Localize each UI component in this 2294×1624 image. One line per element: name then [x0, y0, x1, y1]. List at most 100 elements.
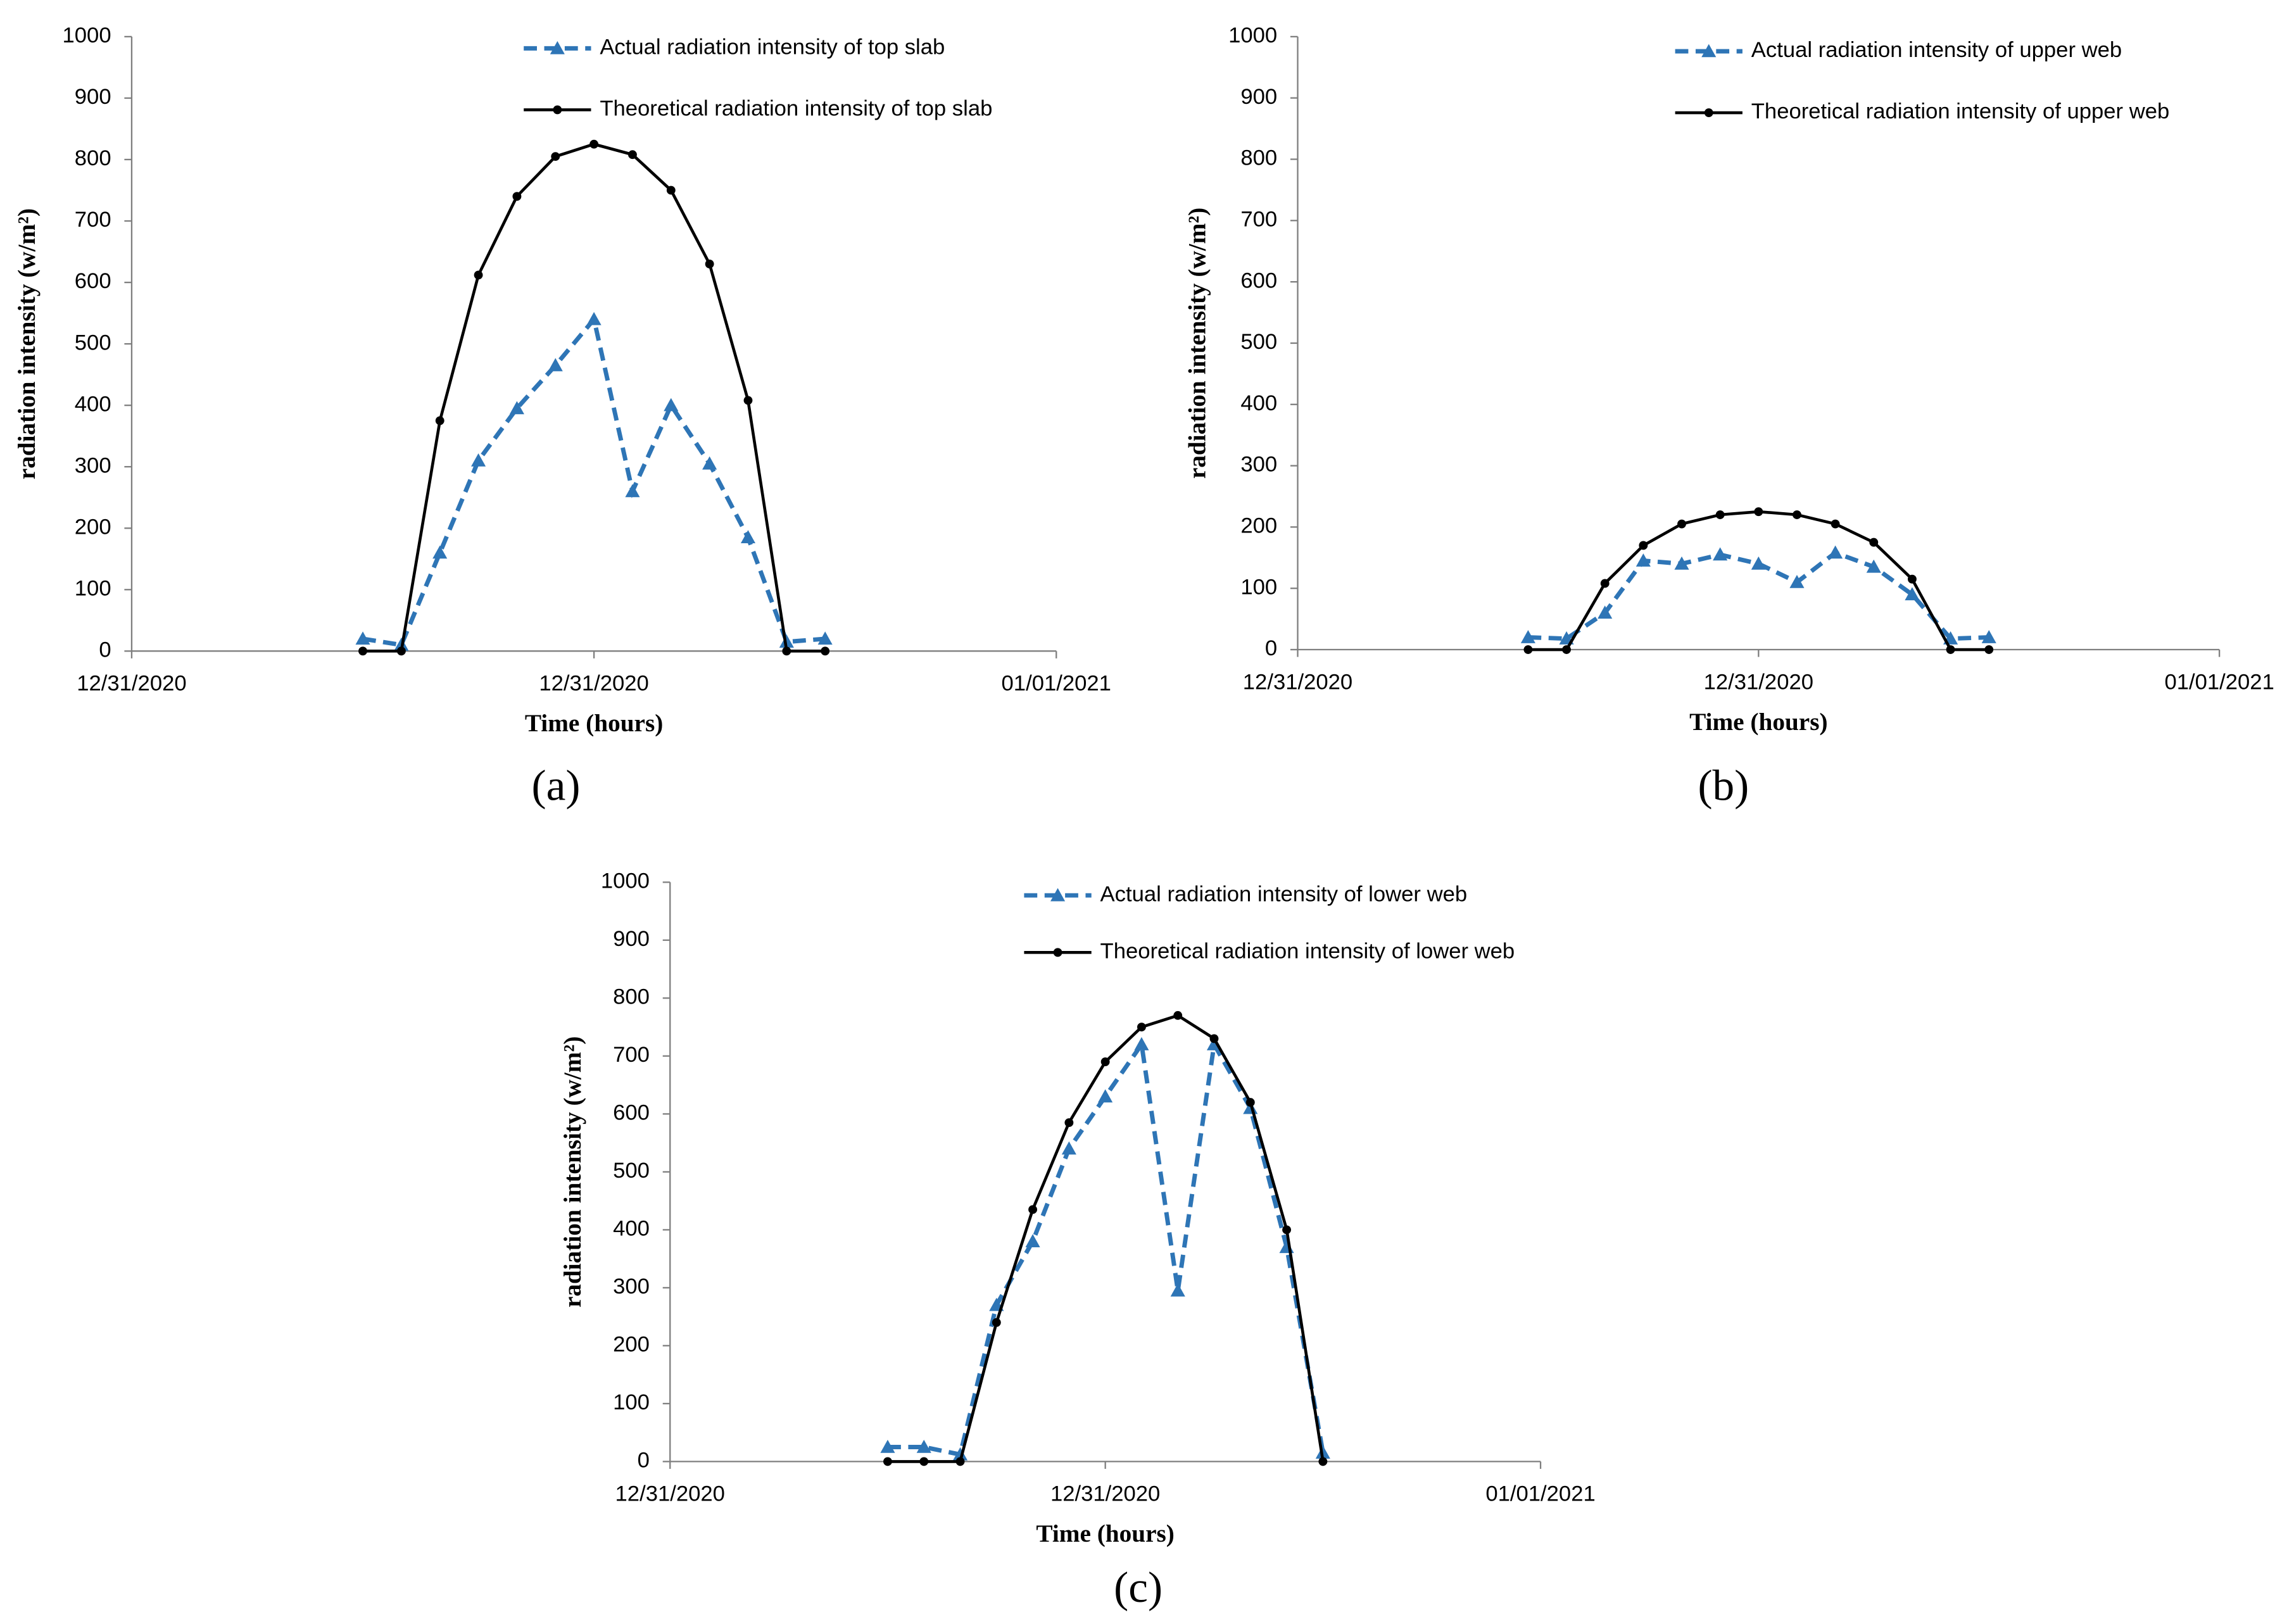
marker: [1173, 1010, 1183, 1020]
legend-marker: [550, 41, 565, 54]
legend-marker: [1704, 108, 1713, 117]
y-tick-label: 200: [75, 515, 111, 539]
y-axis-title: radiation intensity (w/m²): [1184, 208, 1211, 479]
marker: [880, 1439, 895, 1453]
x-tick-label: 01/01/2021: [1002, 672, 1111, 696]
marker: [1984, 645, 1994, 654]
marker: [586, 312, 602, 325]
y-tick-label: 100: [613, 1390, 650, 1414]
marker: [1025, 1234, 1040, 1247]
marker: [1100, 1057, 1110, 1066]
y-tick-label: 800: [1240, 146, 1277, 170]
marker: [589, 139, 599, 149]
y-tick-label: 300: [1240, 453, 1277, 477]
marker: [1866, 559, 1881, 573]
legend-marker: [1053, 948, 1062, 957]
marker: [1981, 630, 1996, 643]
y-tick-label: 1000: [63, 23, 111, 47]
y-tick-label: 400: [613, 1217, 650, 1241]
marker: [1793, 510, 1801, 519]
marker: [1098, 1089, 1113, 1103]
x-axis-title: Time (hours): [1036, 1520, 1175, 1547]
marker: [740, 530, 756, 544]
marker: [743, 396, 753, 405]
marker: [1905, 587, 1920, 601]
marker: [1754, 507, 1763, 517]
y-tick-label: 500: [1240, 330, 1277, 354]
marker: [474, 270, 483, 280]
marker: [705, 260, 714, 268]
marker: [821, 646, 830, 656]
marker: [1245, 1098, 1255, 1107]
panel-label: (a): [532, 761, 581, 810]
marker: [1209, 1034, 1219, 1043]
y-tick-label: 600: [75, 269, 111, 293]
x-tick-label: 12/31/2020: [615, 1482, 725, 1506]
marker: [664, 398, 679, 412]
legend-label: Actual radiation intensity of top slab: [600, 35, 945, 60]
marker: [1677, 519, 1686, 529]
marker: [1713, 547, 1728, 561]
y-axis-title: radiation intensity (w/m²): [13, 208, 41, 479]
marker: [952, 1447, 968, 1461]
marker: [1715, 510, 1725, 519]
marker: [1061, 1141, 1076, 1155]
marker: [817, 631, 833, 645]
y-tick-label: 600: [1240, 268, 1277, 293]
y-tick-label: 1000: [601, 869, 650, 893]
marker: [548, 358, 563, 372]
marker: [471, 453, 486, 467]
y-tick-label: 0: [1265, 636, 1277, 660]
marker: [1520, 630, 1535, 643]
marker: [628, 150, 637, 160]
marker: [1562, 645, 1571, 654]
marker: [702, 456, 717, 470]
marker: [916, 1439, 931, 1453]
legend-label: Theoretical radiation intensity of top s…: [600, 97, 992, 121]
y-tick-label: 700: [613, 1043, 650, 1067]
y-tick-label: 900: [1240, 85, 1277, 109]
marker: [1946, 645, 1955, 654]
y-tick-label: 300: [75, 453, 111, 477]
y-tick-label: 0: [638, 1449, 650, 1473]
marker: [355, 631, 370, 645]
legend-marker: [1050, 888, 1066, 902]
marker: [358, 646, 367, 656]
x-tick-label: 12/31/2020: [77, 672, 186, 696]
x-tick-label: 12/31/2020: [1704, 670, 1813, 694]
marker: [1908, 574, 1917, 584]
subplot: 0 100 200 300 400 500 600 700 800 900 1000 12/31/20…: [13, 23, 1111, 810]
y-tick-label: 400: [1240, 391, 1277, 415]
panel-label: (b): [1698, 761, 1749, 810]
marker: [1523, 645, 1533, 654]
marker: [1831, 519, 1840, 529]
y-tick-label: 900: [613, 927, 650, 951]
panel-label: (c): [1114, 1563, 1163, 1611]
y-tick-label: 200: [1240, 514, 1277, 538]
marker: [1064, 1118, 1074, 1128]
marker: [1751, 556, 1766, 570]
marker: [992, 1318, 1001, 1327]
marker: [1789, 574, 1805, 588]
x-tick-label: 12/31/2020: [539, 672, 648, 696]
marker: [1869, 538, 1879, 547]
y-tick-label: 0: [99, 638, 111, 662]
marker: [955, 1457, 965, 1466]
legend-label: Actual radiation intensity of upper web: [1751, 38, 2122, 62]
series-line: [1528, 510, 1989, 651]
marker: [1639, 541, 1648, 550]
marker: [883, 1457, 892, 1466]
marker: [1674, 556, 1689, 570]
y-tick-label: 300: [613, 1275, 650, 1299]
marker: [1028, 1205, 1038, 1214]
marker: [551, 152, 560, 161]
y-tick-label: 100: [75, 576, 111, 600]
y-tick-label: 400: [75, 392, 111, 416]
marker: [435, 416, 444, 425]
series-line: [888, 1038, 1325, 1457]
y-tick-label: 500: [613, 1159, 650, 1183]
marker: [666, 186, 676, 195]
marker: [1134, 1037, 1149, 1050]
marker: [512, 192, 522, 201]
